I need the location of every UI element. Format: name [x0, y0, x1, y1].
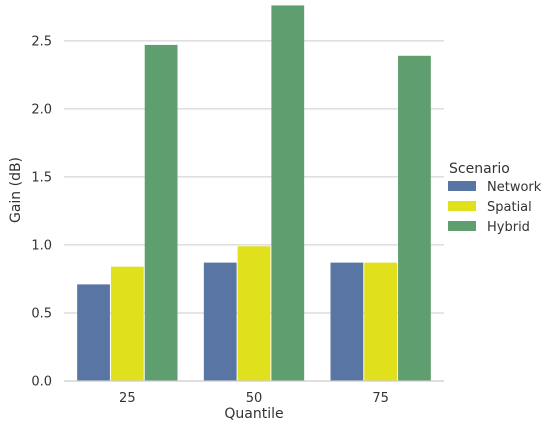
legend-swatch-hybrid [448, 221, 476, 231]
bar-network-50 [203, 262, 237, 381]
legend: Scenario Network Spatial Hybrid [448, 161, 542, 235]
y-tick-label: 2.0 [31, 102, 52, 117]
bar-hybrid-75 [398, 55, 431, 382]
bar-network-25 [77, 284, 110, 381]
bar-spatial-50 [237, 246, 271, 381]
y-tick-label: 1.5 [31, 170, 52, 185]
x-tick-label: 25 [119, 391, 136, 406]
bars [77, 5, 431, 382]
y-tick-label: 2.5 [31, 34, 52, 49]
legend-label-network: Network [487, 180, 542, 195]
bar-network-75 [330, 262, 364, 381]
x-tick-label: 50 [246, 391, 263, 406]
x-axis-label: Quantile [224, 406, 283, 422]
legend-swatch-spatial [448, 201, 476, 211]
legend-label-spatial: Spatial [487, 200, 532, 215]
bar-spatial-25 [110, 266, 144, 381]
y-tick-labels: 0.0 0.5 1.0 1.5 2.0 2.5 [31, 34, 52, 389]
legend-label-hybrid: Hybrid [487, 220, 530, 235]
y-tick-label: 0.0 [31, 375, 52, 390]
legend-swatch-network [448, 181, 476, 191]
bar-spatial-75 [364, 262, 398, 381]
y-axis-label: Gain (dB) [8, 157, 24, 223]
x-tick-label: 75 [372, 391, 389, 406]
y-tick-label: 0.5 [31, 306, 52, 321]
legend-title: Scenario [449, 161, 510, 177]
x-tick-labels: 25 50 75 [119, 391, 389, 406]
y-tick-label: 1.0 [31, 238, 52, 253]
bar-hybrid-25 [144, 44, 178, 382]
bar-hybrid-50 [271, 5, 305, 381]
